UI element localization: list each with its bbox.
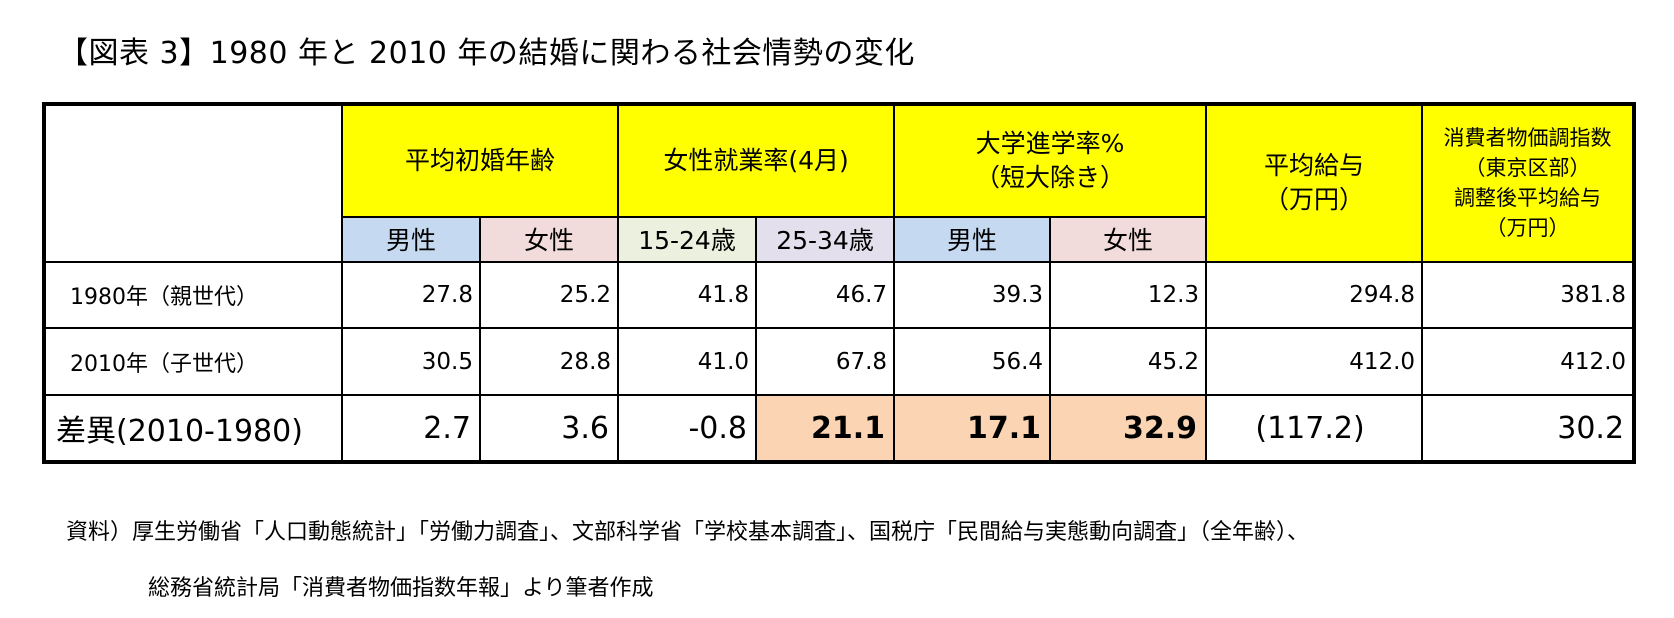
row-label: 1980年（親世代） xyxy=(43,260,343,330)
header-salary-line1: 平均給与 xyxy=(1264,151,1365,181)
table-cell: 28.8 xyxy=(478,327,620,397)
header-university-rate: 大学進学率% （短大除き） xyxy=(893,102,1208,219)
table-row: 1980年（親世代） 27.8 25.2 41.8 46.7 39.3 12.3… xyxy=(43,260,1636,330)
source-note-line1: 資料）厚生労働省「人口動態統計」「労働力調査」、文部科学省「学校基本調査」、国税… xyxy=(66,520,1310,545)
table-cell: 39.3 xyxy=(893,260,1052,330)
difference-cell-highlighted: 17.1 xyxy=(893,394,1052,463)
header-marriage-age: 平均初婚年齢 xyxy=(340,102,620,219)
difference-cell: -0.8 xyxy=(617,394,758,463)
header-cpi-line3: 調整後平均給与 xyxy=(1454,186,1602,211)
table-cell: 41.0 xyxy=(617,327,758,397)
table-cell: 30.5 xyxy=(341,327,481,397)
header-average-salary: 平均給与 （万円） xyxy=(1205,103,1424,263)
header-cpi-line2: （東京区部） xyxy=(1464,156,1591,181)
subheader-age-15-24: 15-24歳 xyxy=(617,216,758,263)
table-cell: 412.0 xyxy=(1421,327,1636,397)
table-cell: 12.3 xyxy=(1049,260,1208,330)
header-cpi-adjusted-salary: 消費者物価調指数 （東京区部） 調整後平均給与 （万円） xyxy=(1421,103,1636,263)
subheader-male: 男性 xyxy=(341,216,481,263)
difference-cell: 30.2 xyxy=(1421,394,1636,463)
corner-cell xyxy=(43,103,343,263)
table-cell: 56.4 xyxy=(893,327,1052,397)
table-cell: 25.2 xyxy=(478,260,620,330)
difference-label: 差異(2010-1980) xyxy=(43,394,343,463)
difference-cell-highlighted: 32.9 xyxy=(1049,394,1208,463)
header-cpi-line4: （万円） xyxy=(1485,216,1570,241)
difference-cell: 3.6 xyxy=(478,394,620,463)
header-salary-line2: （万円） xyxy=(1264,185,1365,215)
table-cell: 67.8 xyxy=(755,327,896,397)
subheader-age-25-34: 25-34歳 xyxy=(755,216,896,263)
page-title: 【図表 3】1980 年と 2010 年の結婚に関わる社会情勢の変化 xyxy=(58,36,915,71)
difference-cell: (117.2) xyxy=(1205,394,1424,463)
header-university-line1: 大学進学率% xyxy=(975,129,1125,159)
table-cell: 27.8 xyxy=(341,260,481,330)
header-female-employment: 女性就業率(4月) xyxy=(617,102,896,219)
table-cell: 41.8 xyxy=(617,260,758,330)
difference-row: 差異(2010-1980) 2.7 3.6 -0.8 21.1 17.1 32.… xyxy=(43,394,1636,463)
table-cell: 294.8 xyxy=(1205,260,1424,330)
subheader-female: 女性 xyxy=(1049,216,1208,263)
header-university-line2: （短大除き） xyxy=(975,163,1126,193)
table-row: 2010年（子世代） 30.5 28.8 41.0 67.8 56.4 45.2… xyxy=(43,327,1636,397)
subheader-female: 女性 xyxy=(478,216,620,263)
table-cell: 381.8 xyxy=(1421,260,1636,330)
header-cpi-line1: 消費者物価調指数 xyxy=(1443,126,1612,151)
table-cell: 46.7 xyxy=(755,260,896,330)
table-cell: 45.2 xyxy=(1049,327,1208,397)
table-cell: 412.0 xyxy=(1205,327,1424,397)
subheader-male: 男性 xyxy=(893,216,1052,263)
source-note-line2: 総務省統計局「消費者物価指数年報」より筆者作成 xyxy=(148,576,654,601)
difference-cell-highlighted: 21.1 xyxy=(755,394,896,463)
data-table: 平均初婚年齢 女性就業率(4月) 大学進学率% （短大除き） 平均給与 （万円）… xyxy=(42,102,1637,464)
row-label: 2010年（子世代） xyxy=(43,327,343,397)
difference-cell: 2.7 xyxy=(341,394,481,463)
